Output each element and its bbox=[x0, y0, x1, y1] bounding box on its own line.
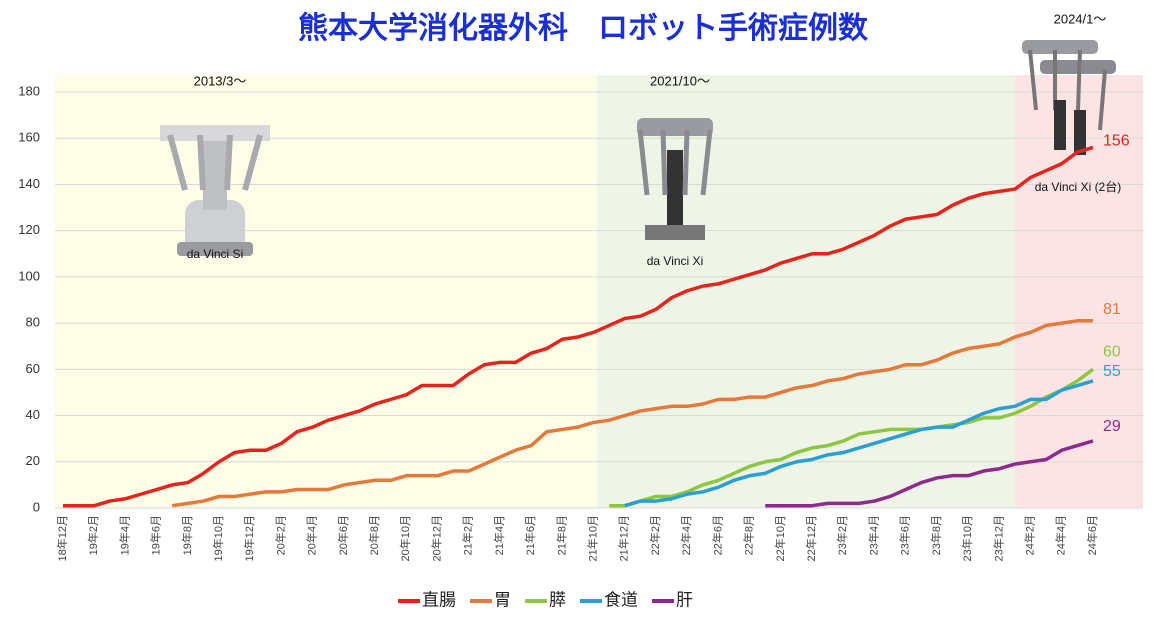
end-value-label: 156 bbox=[1103, 133, 1130, 150]
y-tick-label: 60 bbox=[26, 361, 40, 376]
y-tick-label: 100 bbox=[18, 268, 40, 283]
y-tick-label: 20 bbox=[26, 453, 40, 468]
x-tick-label: 23年6月 bbox=[898, 515, 912, 555]
period-background bbox=[597, 75, 1015, 508]
x-tick-label: 24年2月 bbox=[1022, 515, 1036, 555]
x-tick-label: 22年10月 bbox=[773, 515, 787, 561]
legend-label: 食道 bbox=[604, 590, 638, 609]
x-tick-label: 21年10月 bbox=[586, 515, 600, 561]
x-tick-label: 22年4月 bbox=[679, 515, 693, 555]
x-tick-label: 23年4月 bbox=[866, 515, 880, 555]
chart-title: 熊本大学消化器外科 ロボット手術症例数 bbox=[298, 11, 869, 45]
series-line bbox=[171, 319, 1093, 508]
legend-label: 膵 bbox=[549, 590, 566, 609]
x-tick-label: 19年10月 bbox=[211, 515, 225, 561]
model-label: da Vinci Xi bbox=[647, 254, 703, 268]
robot-xi-2 bbox=[1022, 40, 1116, 155]
series-line bbox=[609, 367, 1095, 508]
x-tick-label: 20年12月 bbox=[429, 515, 443, 561]
series-line bbox=[624, 379, 1094, 508]
robot-si bbox=[160, 125, 270, 256]
y-tick-label: 140 bbox=[18, 176, 40, 191]
x-tick-label: 20年4月 bbox=[305, 515, 319, 555]
x-tick-label: 21年6月 bbox=[523, 515, 537, 555]
x-tick-label: 18年12月 bbox=[55, 515, 69, 561]
x-tick-label: 21年2月 bbox=[461, 515, 475, 555]
y-tick-label: 160 bbox=[18, 130, 40, 145]
end-value-label: 81 bbox=[1103, 301, 1121, 318]
y-tick-label: 40 bbox=[26, 407, 40, 422]
model-label: da Vinci Xi (2台) bbox=[1035, 179, 1121, 194]
x-tick-label: 19年12月 bbox=[242, 515, 256, 561]
x-tick-label: 22年2月 bbox=[648, 515, 662, 555]
grid bbox=[55, 91, 1143, 509]
legend-label: 肝 bbox=[676, 590, 693, 609]
y-tick-label: 0 bbox=[33, 499, 40, 514]
robot-xi bbox=[637, 118, 713, 240]
y-tick-label: 120 bbox=[18, 222, 40, 237]
x-tick-label: 23年8月 bbox=[929, 515, 943, 555]
x-tick-label: 20年2月 bbox=[273, 515, 287, 555]
robot-images bbox=[160, 40, 1116, 256]
x-tick-label: 19年4月 bbox=[117, 515, 131, 555]
x-tick-label: 22年8月 bbox=[742, 515, 756, 555]
x-tick-label: 20年10月 bbox=[398, 515, 412, 561]
period-label: 2024/1〜 bbox=[1054, 11, 1107, 26]
x-tick-label: 22年6月 bbox=[710, 515, 724, 555]
x-tick-label: 19年8月 bbox=[180, 515, 194, 555]
x-tick-label: 20年6月 bbox=[336, 515, 350, 555]
period-backgrounds bbox=[55, 75, 1143, 508]
x-tick-label: 23年2月 bbox=[835, 515, 849, 555]
x-tick-label: 21年12月 bbox=[617, 515, 631, 561]
period-label: 2021/10〜 bbox=[650, 73, 710, 88]
end-value-label: 60 bbox=[1103, 344, 1121, 361]
x-tick-label: 19年2月 bbox=[86, 515, 100, 555]
x-tick-label: 20年8月 bbox=[367, 515, 381, 555]
x-tick-label: 23年10月 bbox=[960, 515, 974, 561]
period-background bbox=[55, 75, 597, 508]
end-value-label: 55 bbox=[1103, 363, 1121, 380]
x-tick-label: 24年6月 bbox=[1085, 515, 1099, 555]
x-tick-label: 21年8月 bbox=[554, 515, 568, 555]
x-tick-label: 22年12月 bbox=[804, 515, 818, 561]
period-label: 2013/3〜 bbox=[194, 73, 247, 88]
x-tick-label: 24年4月 bbox=[1054, 515, 1068, 555]
x-tick-label: 19年6月 bbox=[149, 515, 163, 555]
model-label: da Vinci Si bbox=[187, 247, 243, 261]
y-tick-label: 180 bbox=[18, 83, 40, 98]
series-line bbox=[765, 439, 1094, 508]
series-line bbox=[63, 145, 1094, 508]
y-tick-label: 80 bbox=[26, 315, 40, 330]
x-tick-label: 21年4月 bbox=[492, 515, 506, 555]
legend-label: 直腸 bbox=[422, 590, 456, 609]
end-value-label: 29 bbox=[1103, 418, 1121, 435]
x-tick-label: 23年12月 bbox=[991, 515, 1005, 561]
legend-label: 胃 bbox=[494, 590, 511, 609]
